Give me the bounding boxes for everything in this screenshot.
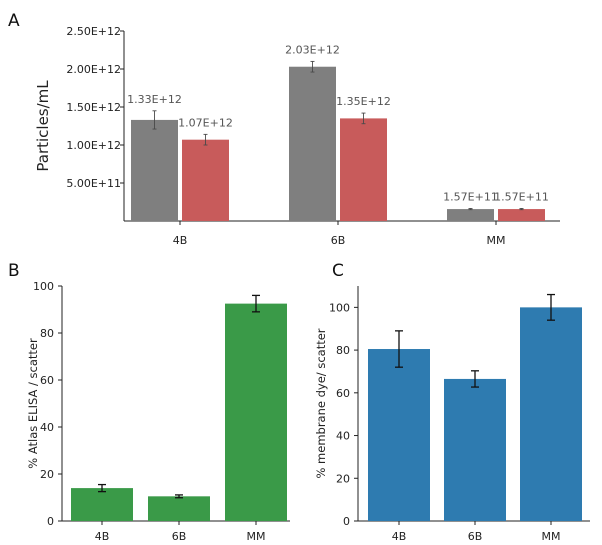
panel-c-bar-6B xyxy=(444,378,506,521)
panel-a-data-label: 2.03E+12 xyxy=(285,43,340,56)
panel-a-chart: 5.00E+11 1.00E+12 1.50E+12 2.00E+12 2.50E+12… xyxy=(34,25,560,247)
panel-a-letter: A xyxy=(8,11,20,31)
panel-b-bar-MM xyxy=(225,303,287,521)
panel-b-y-axis-title: % Atlas ELISA / scatter xyxy=(26,338,40,469)
panel-b-y-tick-label: 20 xyxy=(40,468,54,481)
panel-a-bar-4B-series1 xyxy=(131,119,178,221)
panel-a-y-tick-label: 1.00E+12 xyxy=(66,139,121,152)
panel-a-data-label: 1.57E+11 xyxy=(443,190,498,203)
panel-a-bar-MM-series1 xyxy=(447,209,494,221)
panel-b-y-tick-label: 0 xyxy=(47,515,54,528)
panel-a-x-tick-label: 6B xyxy=(331,234,346,247)
panel-c-letter: C xyxy=(332,261,344,281)
panel-b-x-tick-label: MM xyxy=(247,530,266,543)
panel-c-x-tick-label: 4B xyxy=(392,530,407,543)
panel-c-y-tick-label: 60 xyxy=(336,387,350,400)
panel-b-x-tick-label: 4B xyxy=(95,530,110,543)
panel-a-bar-6B-series1 xyxy=(289,66,336,221)
panel-b-letter: B xyxy=(8,261,20,281)
panel-a-x-tick-label: 4B xyxy=(173,234,188,247)
panel-a-y-tick-label: 1.50E+12 xyxy=(66,101,121,114)
panel-b-x-tick-label: 6B xyxy=(172,530,187,543)
panel-c-y-tick-label: 20 xyxy=(336,472,350,485)
panel-a-data-label: 1.07E+12 xyxy=(178,116,233,129)
panel-b-y-tick-label: 100 xyxy=(33,280,54,293)
panel-a-data-label: 1.57E+11 xyxy=(494,190,549,203)
panel-a-data-label: 1.33E+12 xyxy=(127,93,182,106)
panel-b-y-tick-label: 40 xyxy=(40,421,54,434)
panel-a-y-tick-label: 2.00E+12 xyxy=(66,63,121,76)
panel-b-bar-4B xyxy=(71,488,133,521)
panel-b-bar-6B xyxy=(148,496,210,521)
panel-a-data-label: 1.35E+12 xyxy=(336,95,391,108)
panel-c-bar-4B xyxy=(368,349,430,521)
panel-c-chart: 0 20 40 60 80 100 % membrane dye/ scatter 4B 6B M… xyxy=(314,286,590,543)
panel-a-bar-MM-series2 xyxy=(498,209,545,221)
panel-a-x-tick-label: MM xyxy=(487,234,506,247)
panel-c-y-tick-label: 100 xyxy=(329,301,350,314)
panel-b-y-tick-label: 80 xyxy=(40,327,54,340)
panel-c-y-tick-label: 80 xyxy=(336,344,350,357)
panel-b-y-tick-label: 60 xyxy=(40,374,54,387)
panel-a-bar-4B-series2 xyxy=(182,139,229,221)
panel-a-y-tick-label: 2.50E+12 xyxy=(66,25,121,38)
panel-c-y-axis-title: % membrane dye/ scatter xyxy=(314,328,328,478)
panel-c-x-tick-label: 6B xyxy=(468,530,483,543)
panel-c-bar-MM xyxy=(520,307,582,521)
panel-c-x-tick-label: MM xyxy=(542,530,561,543)
panel-a-y-tick-label: 5.00E+11 xyxy=(66,177,121,190)
panel-c-y-tick-label: 0 xyxy=(343,515,350,528)
panel-b-chart: 0 20 40 60 80 100 % Atlas ELISA / scatter 4B 6B M… xyxy=(26,280,290,543)
panel-a-y-axis-title: Particles/mL xyxy=(34,80,52,172)
panel-c-y-tick-label: 40 xyxy=(336,430,350,443)
panel-a-bar-6B-series2 xyxy=(340,118,387,221)
